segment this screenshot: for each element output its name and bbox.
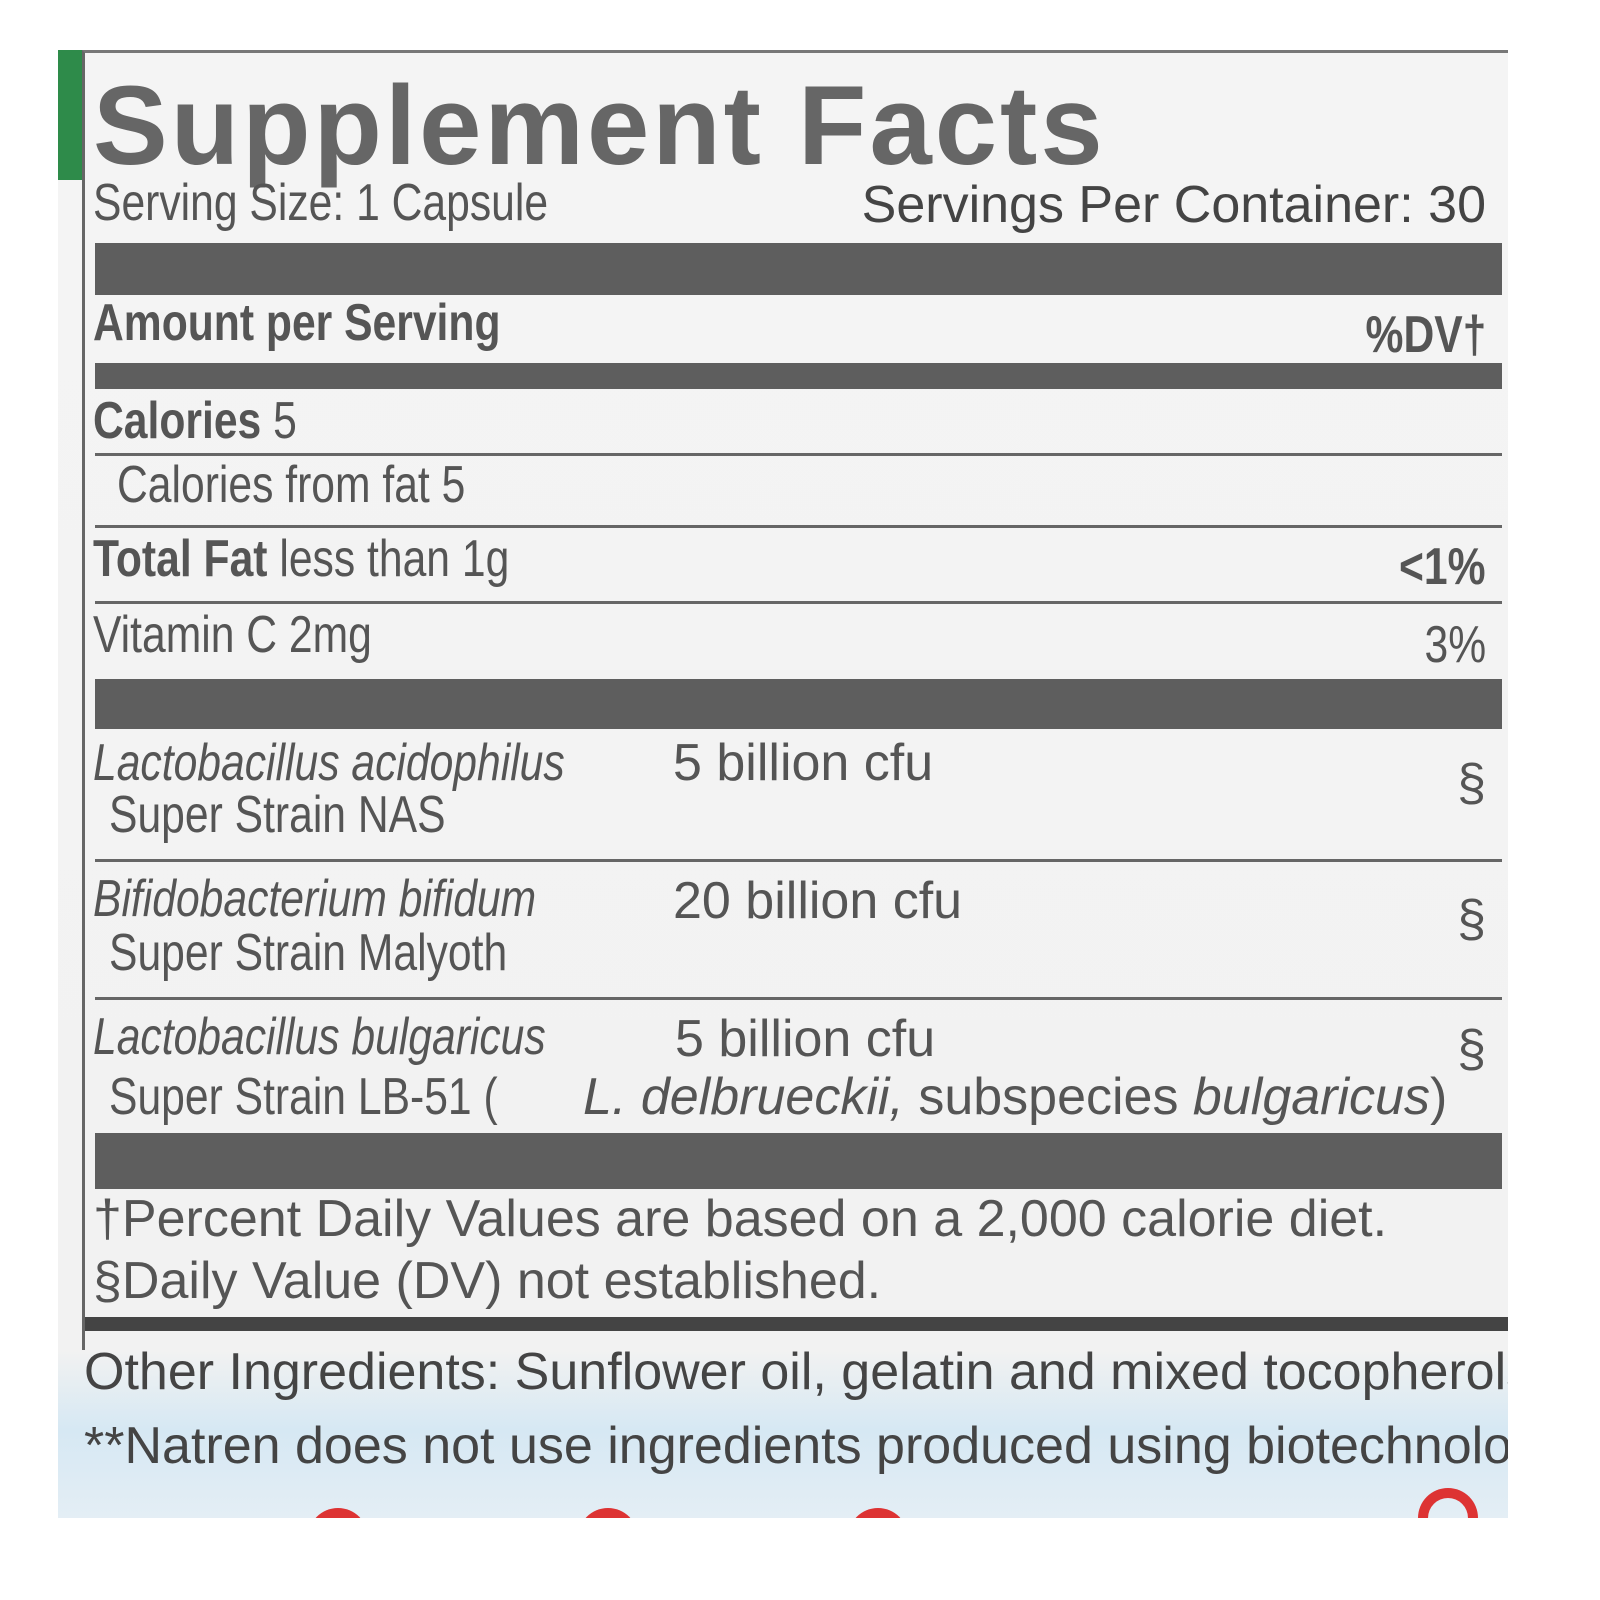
strain-designation-text: Super Strain NAS [109,786,446,844]
calories-value: 5 [273,392,297,450]
strain-name-text: Bifidobacterium bifidum [93,870,537,928]
total-fat-dv-text: <1% [1399,538,1486,596]
calories-row: Calories 5 [93,391,342,451]
strain-dv: § [1457,1020,1486,1078]
strain-amount: 5 billion cfu [673,734,934,792]
other-ingredients: Other Ingredients: Sunflower oil, gelati… [84,1343,1508,1401]
strain-designation: Super Strain NAS [109,785,519,845]
red-arc-decoration [1418,1488,1478,1518]
red-arc-decoration [578,1508,638,1518]
servings-per-container: Servings Per Container: 30 [861,176,1486,234]
strain-amount: 5 billion cfu [675,1010,936,1068]
total-fat-label: Total Fat [93,530,268,588]
vitamin-c-dv-text: 3% [1424,616,1486,674]
amount-header-text: Amount per Serving [93,294,501,352]
amount-header: Amount per Serving [93,293,590,353]
vitamin-c-row: Vitamin C 2mg [93,605,433,665]
serving-size: Serving Size: 1 Capsule [93,173,648,233]
serving-size-text: Serving Size: 1 Capsule [93,174,549,232]
strain-designation: Super Strain Malyoth [109,923,595,983]
dv-header: %DV† [1339,305,1486,365]
footnote-dv: †Percent Daily Values are based on a 2,0… [93,1190,1388,1248]
divider-bar [95,1133,1502,1189]
strain-dv: § [1457,754,1486,812]
calories-label: Calories [93,392,262,450]
biotech-note: **Natren does not use ingredients produc… [84,1417,1508,1475]
strain-name: Lactobacillus acidophilus [93,733,668,793]
strain-name-text: Lactobacillus acidophilus [93,734,565,792]
strain-designation-text: Super Strain Malyoth [109,924,508,982]
row-divider [95,525,1502,528]
strain-designation-text: Super Strain LB-51 ( [109,1068,498,1126]
divider-bar [95,243,1502,295]
calories-fat-label: Calories from fat 5 [117,456,466,514]
paren-close: ) [1429,1068,1448,1126]
subspecies-name: bulgaricus [1192,1068,1430,1126]
dv-header-text: %DV† [1365,306,1486,364]
divider-bar [95,363,1502,389]
strain-name-text: Lactobacillus bulgaricus [93,1008,546,1066]
supplement-label: Supplement Facts Serving Size: 1 Capsule… [58,50,1508,1518]
strain-dv: § [1457,890,1486,948]
footnote-not-established: §Daily Value (DV) not established. [93,1252,882,1310]
red-arc-decoration [848,1508,908,1518]
divider-bar [85,1317,1508,1331]
total-fat-row: Total Fat less than 1g [93,529,601,589]
row-divider [95,453,1502,456]
vitamin-c-dv: 3% [1411,615,1486,675]
row-divider [95,997,1502,1000]
supplement-facts-panel: Supplement Facts Serving Size: 1 Capsule… [82,50,1508,1350]
total-fat-dv: <1% [1380,537,1486,597]
strain-amount: 20 billion cfu [673,872,963,930]
subspecies-text: subspecies [903,1068,1193,1126]
row-divider [95,859,1502,862]
strain-designation: Super Strain LB-51 ( L. delbrueckii, subs… [109,1067,1447,1127]
panel-title: Supplement Facts [93,63,1106,188]
calories-fat-row: Calories from fat 5 [117,455,542,515]
vitamin-c-label: Vitamin C 2mg [93,606,372,664]
row-divider [95,601,1502,604]
strain-name: Lactobacillus bulgaricus [93,1007,645,1067]
species-name: L. delbrueckii, [583,1068,904,1126]
divider-bar [95,679,1502,729]
green-edge [58,50,82,180]
strain-name: Bifidobacterium bifidum [93,869,633,929]
total-fat-amount: less than 1g [279,530,510,588]
red-arc-decoration [308,1508,368,1518]
